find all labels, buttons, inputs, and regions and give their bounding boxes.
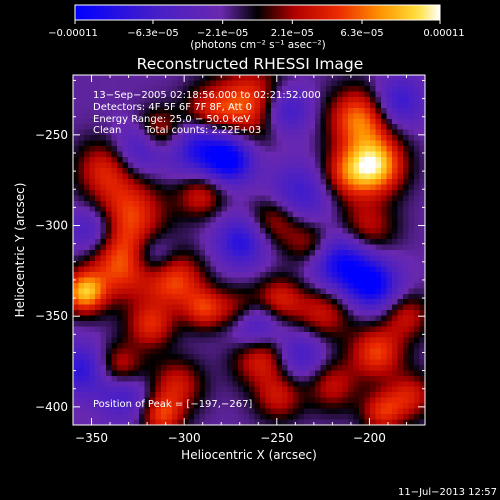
heatmap-image — [73, 75, 425, 425]
y-tick-label: −250 — [35, 128, 68, 142]
y-tick-label: −350 — [35, 309, 68, 323]
y-tick-label: −400 — [35, 400, 68, 414]
colorbar: −0.00011 −6.3e−05 −2.1e−05 2.1e−05 6.3e−05 0.… — [48, 4, 465, 51]
x-tick-label: −250 — [260, 431, 293, 445]
annotations: 13−Sep−2005 02:18:56.000 to 02:21:52.000… — [93, 90, 321, 410]
y-axis-ticks: −250 −300 −350 −400 — [35, 79, 425, 426]
colorbar-tick-label: 0.00011 — [423, 28, 464, 39]
annotation-total-counts: Total counts: 2.22E+03 — [144, 125, 261, 136]
x-tick-label: −300 — [168, 431, 201, 445]
colorbar-tick-label: −2.1e−05 — [197, 28, 249, 39]
annotation-peak-position: Position of Peak = [−197,−267] — [93, 399, 252, 410]
x-tick-label: −200 — [353, 431, 386, 445]
x-axis-ticks: −350 −300 −250 −200 — [72, 75, 426, 445]
colorbar-ticks: −0.00011 −6.3e−05 −2.1e−05 2.1e−05 6.3e−05 0.… — [48, 20, 465, 39]
colorbar-tick-label: 2.1e−05 — [271, 28, 314, 39]
colorbar-unit-label: (photons cm⁻² s⁻¹ asec⁻²) — [190, 39, 325, 51]
annotation-time-range: 13−Sep−2005 02:18:56.000 to 02:21:52.000 — [93, 90, 321, 101]
colorbar-tick-label: −6.3e−05 — [127, 28, 179, 39]
y-tick-label: −300 — [35, 219, 68, 233]
colorbar-gradient — [74, 4, 441, 21]
y-axis-label: Heliocentric Y (arcsec) — [13, 183, 27, 318]
annotation-energy-range: Energy Range: 25.0 − 50.0 keV — [93, 114, 250, 125]
chart-title: Reconstructed RHESSI Image — [137, 55, 364, 73]
annotation-method: Clean — [93, 125, 121, 136]
x-tick-label: −350 — [75, 431, 108, 445]
colorbar-tick-label: −0.00011 — [48, 28, 98, 39]
x-axis-label: Heliocentric X (arcsec) — [181, 448, 317, 462]
plot-frame — [72, 74, 426, 426]
footer-timestamp: 11−Jul−2013 12:57 — [398, 487, 497, 498]
colorbar-tick-label: 6.3e−05 — [340, 28, 383, 39]
annotation-detectors: Detectors: 4F 5F 6F 7F 8F, Att 0 — [93, 102, 252, 113]
